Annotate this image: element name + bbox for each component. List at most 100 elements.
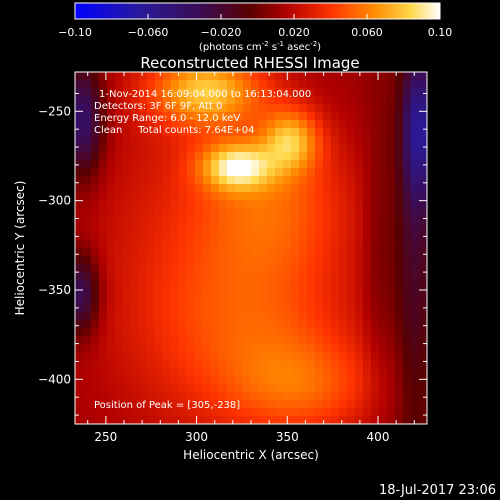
heatmap-cell [211,168,220,177]
heatmap-cell [331,264,340,273]
heatmap-cell [83,176,92,185]
heatmap-cell [211,152,220,161]
heatmap-cell [243,264,252,273]
heatmap-cell [171,80,180,89]
heatmap-cell [323,320,332,329]
heatmap-cell [91,392,100,401]
heatmap-cell [291,416,300,424]
heatmap-cell [75,208,84,217]
heatmap-cell [355,200,364,209]
heatmap-cell [379,256,388,265]
heatmap-cell [115,296,124,305]
heatmap-cell [331,256,340,265]
heatmap-cell [219,256,228,265]
heatmap-cell [379,192,388,201]
heatmap-cell [123,368,132,377]
heatmap-cell [91,344,100,353]
heatmap-cell [331,112,340,121]
heatmap-cell [267,88,276,97]
heatmap-cell [267,232,276,241]
heatmap-cell [347,208,356,217]
heatmap-cell [379,384,388,393]
heatmap-cell [419,136,427,145]
heatmap-cell [323,184,332,193]
heatmap-cell [163,152,172,161]
heatmap-cell [75,368,84,377]
heatmap-cell [131,368,140,377]
heatmap-cell [379,416,388,424]
heatmap-cell [235,384,244,393]
heatmap-cell [251,216,260,225]
heatmap-cell [387,128,396,137]
heatmap-cell [251,224,260,233]
heatmap-cell [387,400,396,409]
heatmap-cell [411,248,420,257]
heatmap-cell [387,392,396,401]
heatmap-cell [203,144,212,153]
heatmap-cell [211,392,220,401]
heatmap-cell [387,328,396,337]
heatmap-cell [411,152,420,161]
heatmap-cell [299,128,308,137]
heatmap-cell [251,72,260,81]
heatmap-cell [395,112,404,121]
heatmap-cell [283,176,292,185]
heatmap-cell [331,384,340,393]
heatmap-cell [171,88,180,97]
heatmap-cell [99,176,108,185]
heatmap-cell [347,408,356,417]
heatmap-cell [355,368,364,377]
heatmap-cell [107,368,116,377]
heatmap-cell [187,192,196,201]
heatmap-cell [363,320,372,329]
heatmap-cell [323,376,332,385]
heatmap-cell [115,168,124,177]
heatmap-cell [395,312,404,321]
heatmap-cell [307,104,316,113]
heatmap-cell [387,224,396,233]
heatmap-cell [387,112,396,121]
heatmap-cell [123,328,132,337]
heatmap-cell [91,368,100,377]
heatmap-cell [235,200,244,209]
heatmap-cell [155,304,164,313]
heatmap-cell [171,232,180,241]
chart-title: Reconstructed RHESSI Image [140,54,359,72]
heatmap-cell [243,96,252,105]
heatmap-cell [155,120,164,129]
heatmap-cell [251,368,260,377]
heatmap-cell [355,168,364,177]
heatmap-cell [219,296,228,305]
heatmap-cell [299,384,308,393]
heatmap-cell [107,144,116,153]
heatmap-cell [227,168,236,177]
heatmap-cell [355,216,364,225]
heatmap-cell [75,416,84,424]
heatmap-cell [107,416,116,424]
heatmap-cell [267,328,276,337]
heatmap-cell [275,280,284,289]
heatmap-cell [379,288,388,297]
heatmap-cell [323,352,332,361]
heatmap-cell [323,88,332,97]
heatmap-cell [267,288,276,297]
heatmap-cell [99,200,108,209]
heatmap-cell [83,232,92,241]
heatmap-cell [211,296,220,305]
heatmap-cell [291,136,300,145]
heatmap-cell [299,360,308,369]
heatmap-cell [411,336,420,345]
heatmap-cell [83,224,92,233]
heatmap-cell [259,216,268,225]
heatmap-cell [251,248,260,257]
heatmap-cell [155,96,164,105]
heatmap-cell [195,400,204,409]
heatmap-cell [371,176,380,185]
heatmap-cell [235,280,244,289]
heatmap-cell [259,200,268,209]
heatmap-cell [91,120,100,129]
heatmap-cell [307,416,316,424]
heatmap-cell [275,120,284,129]
heatmap-cell [299,312,308,321]
heatmap-cell [347,112,356,121]
